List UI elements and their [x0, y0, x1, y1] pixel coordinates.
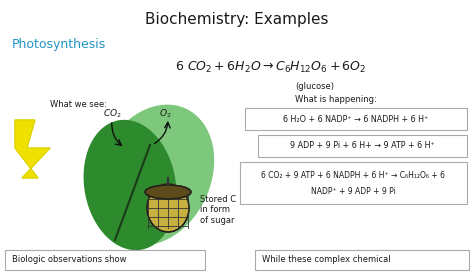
Ellipse shape — [97, 105, 213, 245]
Text: While these complex chemical: While these complex chemical — [262, 255, 391, 264]
FancyBboxPatch shape — [240, 162, 467, 204]
FancyBboxPatch shape — [258, 135, 467, 157]
Text: NADP⁺ + 9 ADP + 9 Pi: NADP⁺ + 9 ADP + 9 Pi — [311, 187, 396, 196]
Text: 6 CO₂ + 9 ATP + 6 NADPH + 6 H⁺ → C₆H₁₂O₆ + 6: 6 CO₂ + 9 ATP + 6 NADPH + 6 H⁺ → C₆H₁₂O₆… — [262, 172, 446, 181]
Polygon shape — [15, 120, 50, 178]
Text: 6 H₂O + 6 NADP⁺ → 6 NADPH + 6 H⁺: 6 H₂O + 6 NADP⁺ → 6 NADPH + 6 H⁺ — [283, 115, 428, 124]
Text: $CO_2$: $CO_2$ — [102, 108, 121, 121]
Ellipse shape — [84, 121, 176, 250]
Text: Stored C
in form
of sugar: Stored C in form of sugar — [200, 195, 236, 225]
Text: Biochemistry: Examples: Biochemistry: Examples — [145, 12, 329, 27]
Text: Photosynthesis: Photosynthesis — [12, 38, 106, 51]
FancyBboxPatch shape — [245, 108, 467, 130]
Ellipse shape — [147, 184, 189, 232]
FancyBboxPatch shape — [255, 250, 469, 270]
Text: What is happening:: What is happening: — [295, 95, 377, 104]
Text: What we see:: What we see: — [50, 100, 107, 109]
FancyBboxPatch shape — [5, 250, 205, 270]
Text: 9 ADP + 9 Pi + 6 H+ → 9 ATP + 6 H⁺: 9 ADP + 9 Pi + 6 H+ → 9 ATP + 6 H⁺ — [290, 141, 435, 150]
Text: $O_2$: $O_2$ — [159, 108, 171, 121]
Text: (glucose): (glucose) — [295, 82, 334, 91]
Ellipse shape — [145, 185, 191, 199]
Text: $6\ CO_2 + 6H_2O \rightarrow C_6H_{12}O_6 + 6O_2$: $6\ CO_2 + 6H_2O \rightarrow C_6H_{12}O_… — [175, 60, 366, 75]
Text: Biologic observations show: Biologic observations show — [12, 255, 127, 264]
